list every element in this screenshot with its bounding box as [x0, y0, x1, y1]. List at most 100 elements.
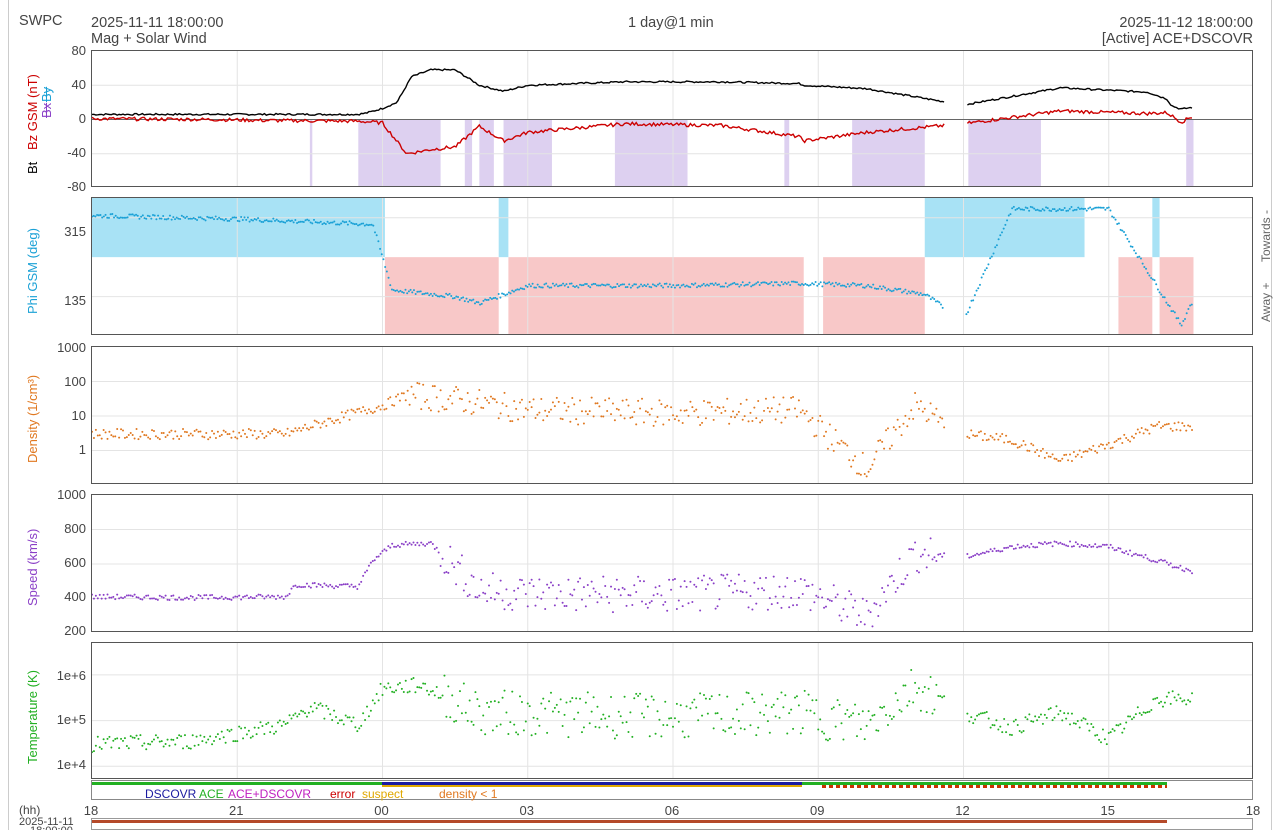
density-point [904, 414, 907, 417]
density-point [743, 415, 746, 418]
density-point [600, 415, 603, 418]
phi-point [529, 285, 532, 288]
temperature-point [253, 726, 256, 729]
phi-point [121, 216, 124, 219]
speed-point [325, 584, 328, 587]
temperature-point [1032, 720, 1035, 723]
phi-point [628, 283, 631, 286]
speed-point [499, 579, 502, 582]
temperature-point [557, 710, 560, 713]
speed-point [768, 597, 771, 600]
density-point [160, 432, 163, 435]
density-point [195, 428, 198, 431]
timeline-range[interactable] [92, 820, 1167, 823]
phi-point [618, 285, 621, 288]
temperature-point [555, 703, 558, 706]
mag-plot[interactable] [91, 50, 1253, 187]
density-point [245, 436, 248, 439]
temperature-point [745, 691, 748, 694]
phi-point [307, 219, 310, 222]
phi-point [1034, 209, 1037, 212]
phi-point [1185, 312, 1188, 315]
speed-point [1065, 544, 1068, 547]
density-point [1082, 450, 1085, 453]
timeline-scrollbar[interactable] [91, 818, 1253, 830]
speed-point [420, 541, 423, 544]
phi-point [467, 300, 470, 303]
speed-point [362, 574, 365, 577]
density-point [336, 418, 339, 421]
speed-point [1181, 569, 1184, 572]
phi-point [1106, 207, 1109, 210]
phi-point [526, 285, 529, 288]
temperature-plot[interactable] [91, 642, 1253, 779]
density-plot[interactable] [91, 346, 1253, 484]
speed-point [164, 594, 167, 597]
speed-point [166, 598, 169, 601]
phi-point [621, 283, 624, 286]
density-point [420, 408, 423, 411]
phi-point [824, 282, 827, 285]
density-point [369, 410, 372, 413]
temperature-point [776, 697, 779, 700]
temperature-point [503, 689, 506, 692]
temperature-point [610, 696, 613, 699]
speed-point [976, 552, 979, 555]
legend-density: density < 1 [439, 787, 498, 801]
phi-point [862, 286, 865, 289]
phi-point [1175, 317, 1178, 320]
temperature-point [997, 728, 1000, 731]
speed-point [943, 552, 946, 555]
phi-point [484, 298, 487, 301]
temperature-point [623, 695, 626, 698]
phi-point [772, 284, 775, 287]
phi-point [512, 290, 515, 293]
density-point [104, 431, 107, 434]
speed-point [648, 601, 651, 604]
temperature-point [642, 716, 645, 719]
speed-point [1138, 554, 1141, 557]
speed-point [701, 579, 704, 582]
temperature-point [1076, 720, 1079, 723]
legend-dscovr: DSCOVR [145, 787, 197, 801]
phi-point [1070, 205, 1073, 208]
temperature-point [170, 738, 173, 741]
temperature-point [108, 735, 111, 738]
temperature-point [1134, 713, 1137, 716]
temperature-point [451, 694, 454, 697]
phi-point [787, 281, 790, 284]
phi-point [658, 282, 661, 285]
speed-point [302, 586, 305, 589]
temperature-point [187, 747, 190, 750]
phi-point [519, 287, 522, 290]
x-unit-label: (hh) [19, 803, 41, 817]
speed-point [354, 585, 357, 588]
density-point [451, 402, 454, 405]
temperature-point [604, 717, 607, 720]
speed-point [904, 577, 907, 580]
phi-point [885, 289, 888, 292]
speed-point [906, 574, 909, 577]
density-point [718, 407, 721, 410]
density-point [691, 406, 694, 409]
phi-point [443, 296, 446, 299]
phi-point [912, 290, 915, 293]
density-point [276, 431, 279, 434]
density-point [782, 396, 785, 399]
temperature-point [373, 702, 376, 705]
phi-plot[interactable] [91, 197, 1253, 335]
density-point [1072, 451, 1075, 454]
speed-point [242, 595, 245, 598]
speed-point [342, 583, 345, 586]
speed-point [852, 606, 855, 609]
phi-point [423, 292, 426, 295]
speed-point [658, 584, 661, 587]
speed-plot[interactable] [91, 494, 1253, 632]
temperature-point [495, 725, 498, 728]
speed-point [737, 573, 740, 576]
speed-point [830, 600, 833, 603]
phi-point [297, 221, 300, 224]
density-point [551, 401, 554, 404]
phi-point [524, 284, 527, 287]
temperature-point [309, 705, 312, 708]
